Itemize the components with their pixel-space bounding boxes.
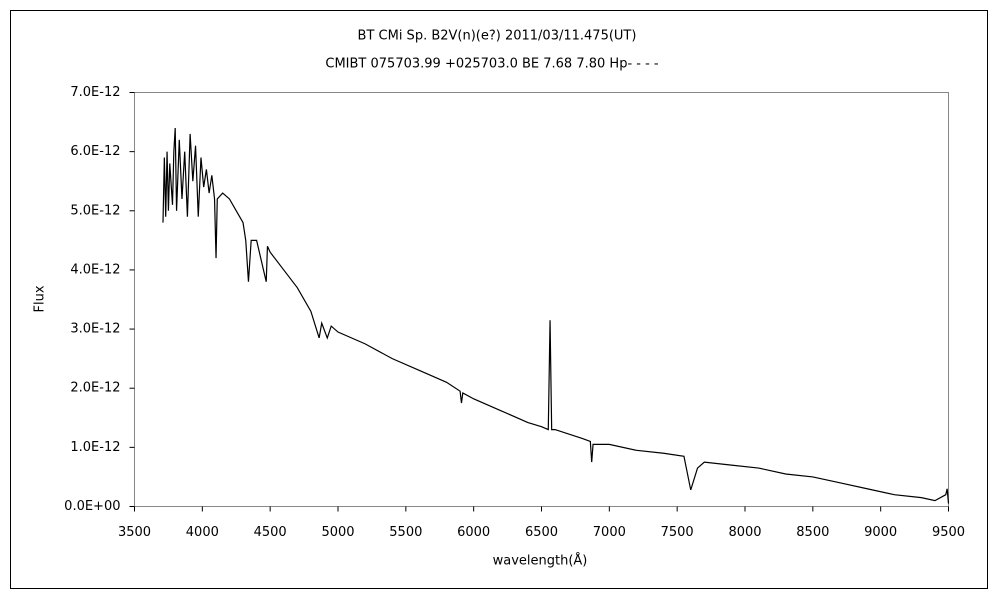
y-tick-label: 1.0E-12	[70, 440, 120, 455]
chart-frame	[10, 10, 988, 589]
y-tick-label: 6.0E-12	[70, 144, 120, 159]
y-axis-label: Flux	[33, 285, 48, 312]
y-tick-label: 0.0E+00	[64, 499, 120, 514]
chart-title: BT CMi Sp. B2V(n)(e?) 2011/03/11.475(UT)	[358, 29, 637, 44]
y-tick-label: 7.0E-12	[70, 85, 120, 100]
chart-subtitle: CMIBT 075703.99 +025703.0 BE 7.68 7.80 H…	[325, 57, 659, 72]
x-tick-label: 9000	[864, 525, 897, 540]
x-tick-label: 9500	[932, 525, 965, 540]
x-tick-label: 6500	[525, 525, 558, 540]
spectrum-line	[162, 127, 950, 504]
x-tick-label: 3500	[118, 525, 151, 540]
x-tick-label: 5000	[321, 525, 354, 540]
x-tick-label: 6000	[457, 525, 490, 540]
x-tick-label: 7000	[593, 525, 626, 540]
y-tick-label: 3.0E-12	[70, 322, 120, 337]
x-tick-label: 8500	[796, 525, 829, 540]
y-tick-label: 5.0E-12	[70, 203, 120, 218]
x-tick-label: 5500	[389, 525, 422, 540]
x-tick-label: 4000	[186, 525, 219, 540]
y-tick-label: 4.0E-12	[70, 262, 120, 277]
x-tick-label: 4500	[254, 525, 287, 540]
x-tick-label: 7500	[661, 525, 694, 540]
x-axis-label: wavelength(Å)	[493, 553, 588, 569]
x-tick-label: 8000	[728, 525, 761, 540]
y-tick-label: 2.0E-12	[70, 381, 120, 396]
